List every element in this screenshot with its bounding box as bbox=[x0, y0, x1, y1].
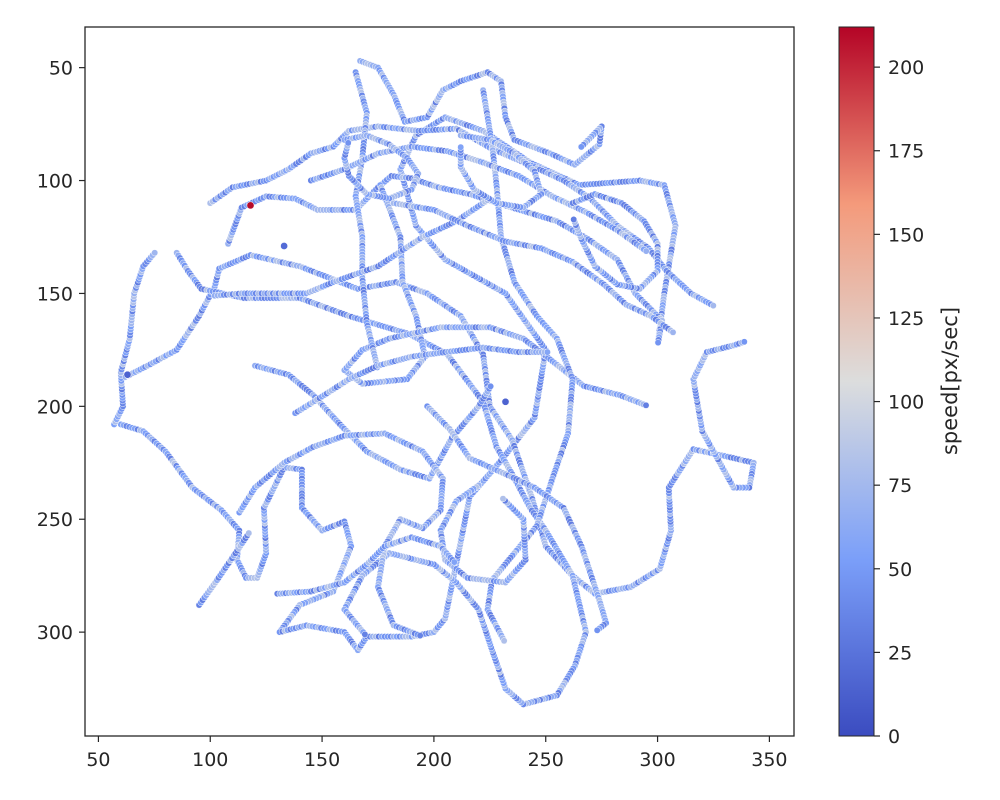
colorbar-tick-label: 125 bbox=[888, 308, 924, 330]
scatter-point bbox=[654, 339, 662, 347]
x-tick-label: 50 bbox=[86, 749, 110, 771]
scatter-point bbox=[709, 302, 717, 310]
scatter-point bbox=[740, 338, 748, 346]
scatter-point bbox=[245, 529, 253, 537]
scatter-point bbox=[487, 382, 495, 390]
y-tick-label: 50 bbox=[49, 58, 73, 80]
colorbar-tick-label: 0 bbox=[888, 726, 900, 748]
scatter-point-highlight bbox=[123, 370, 132, 379]
x-tick-label: 300 bbox=[639, 749, 675, 771]
x-tick-label: 250 bbox=[528, 749, 564, 771]
x-tick-label: 200 bbox=[416, 749, 452, 771]
colorbar-tick-label: 100 bbox=[888, 392, 924, 414]
y-tick-label: 250 bbox=[37, 509, 73, 531]
scatter-point bbox=[416, 632, 424, 640]
scatter-point bbox=[499, 495, 507, 503]
colorbar-tick-label: 200 bbox=[888, 57, 924, 79]
y-axis: 50 100 150 200 250 300 bbox=[37, 58, 85, 644]
colorbar-label: speed[px/sec] bbox=[938, 307, 962, 455]
colorbar-tick-label: 150 bbox=[888, 224, 924, 246]
x-tick-label: 150 bbox=[304, 749, 340, 771]
scatter-point bbox=[669, 328, 677, 336]
scatter-point-highlight bbox=[280, 242, 288, 250]
x-tick-label: 350 bbox=[751, 749, 787, 771]
scatter-point bbox=[642, 401, 650, 409]
colorbar bbox=[838, 26, 875, 737]
colorbar-tick-label: 75 bbox=[888, 475, 912, 497]
scatter-point bbox=[344, 139, 352, 147]
points-layer bbox=[110, 57, 758, 708]
y-tick-label: 300 bbox=[37, 622, 73, 644]
colorbar-axis: 0 25 50 75 100 125 150 175 200 bbox=[874, 57, 924, 748]
y-tick-label: 150 bbox=[37, 283, 73, 305]
colorbar-tick-label: 175 bbox=[888, 141, 924, 163]
scatter-point bbox=[577, 143, 585, 151]
scatter-point bbox=[500, 637, 508, 645]
scatter-point bbox=[593, 626, 601, 634]
y-tick-label: 100 bbox=[37, 171, 73, 193]
x-tick-label: 100 bbox=[192, 749, 228, 771]
x-axis: 50 100 150 200 250 300 350 bbox=[86, 736, 788, 771]
scatter-point bbox=[450, 558, 458, 566]
scatter-point bbox=[642, 247, 650, 255]
scatter-point bbox=[151, 249, 159, 257]
scatter-point bbox=[543, 348, 551, 356]
colorbar-tick-label: 50 bbox=[888, 559, 912, 581]
scatter-point bbox=[361, 630, 369, 638]
scatter-point-highlight bbox=[246, 201, 255, 210]
colorbar-tick-label: 25 bbox=[888, 642, 912, 664]
scatter-point bbox=[457, 143, 465, 151]
scatter-point-highlight bbox=[501, 397, 510, 406]
scatter-point bbox=[570, 216, 578, 223]
y-tick-label: 200 bbox=[37, 396, 73, 418]
